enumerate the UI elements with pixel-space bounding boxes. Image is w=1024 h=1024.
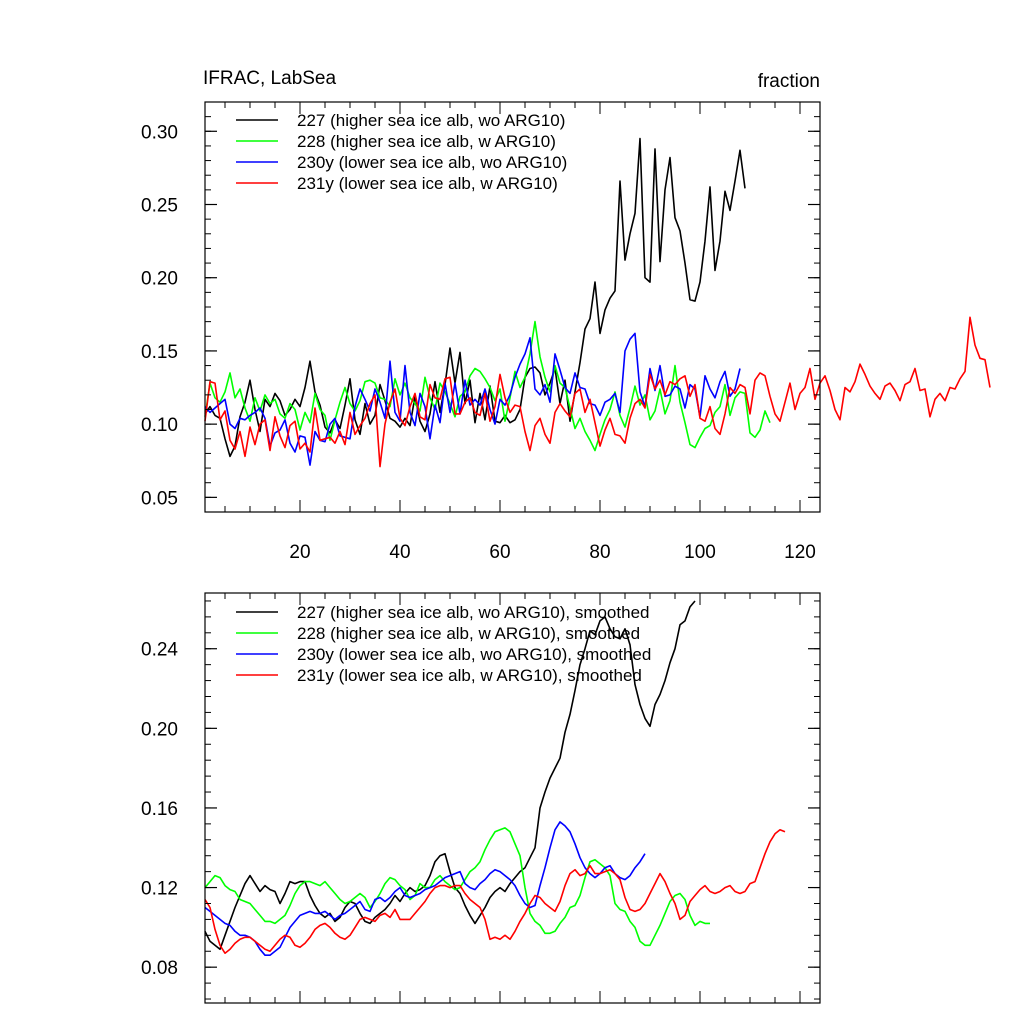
legend-entry: 228 (higher sea ice alb, w ARG10), smoot… (297, 624, 640, 643)
legend-entry: 227 (higher sea ice alb, wo ARG10) (297, 111, 565, 130)
x-tick-label: 120 (784, 542, 816, 563)
series-line-3 (204, 316, 991, 468)
series-line-2 (204, 821, 646, 957)
y-tick-label: 0.20 (141, 719, 178, 740)
bottom-chart: 0.08 0.12 0.16 0.20 0.24 227 (higher sea ice … (141, 592, 821, 1004)
x-tick-label: 80 (589, 542, 610, 563)
y-tick-label: 0.24 (141, 640, 178, 661)
series-line-0 (204, 137, 746, 458)
series-lines (204, 137, 991, 468)
y-tick-label: 0.10 (141, 415, 178, 436)
x-axis: 20 40 60 80 100 120 (224, 102, 816, 563)
x-tick-label: 20 (289, 542, 310, 563)
y-axis: 0.08 0.12 0.16 0.20 0.24 (141, 600, 820, 1000)
legend: 227 (higher sea ice alb, wo ARG10) 228 (h… (236, 111, 567, 193)
legend-entry: 230y (lower sea ice alb, wo ARG10) (297, 153, 567, 172)
legend-entry: 227 (higher sea ice alb, wo ARG10), smoo… (297, 603, 649, 622)
legend-entry: 231y (lower sea ice alb, w ARG10) (297, 174, 558, 193)
series-line-0 (204, 600, 696, 951)
x-axis (224, 593, 801, 1003)
series-line-1 (204, 827, 710, 947)
legend-entry: 231y (lower sea ice alb, w ARG10), smoot… (297, 666, 642, 685)
units-label: fraction (758, 71, 820, 92)
y-tick-label: 0.15 (141, 342, 178, 363)
x-tick-label: 100 (684, 542, 716, 563)
x-tick-label: 40 (389, 542, 410, 563)
y-tick-label: 0.05 (141, 488, 178, 509)
series-line-2 (204, 332, 741, 466)
y-tick-label: 0.12 (141, 879, 178, 900)
legend-entry: 228 (higher sea ice alb, w ARG10) (297, 132, 556, 151)
y-axis: 0.05 0.10 0.15 0.20 0.25 0.30 (141, 101, 820, 513)
y-tick-label: 0.16 (141, 799, 178, 820)
y-tick-label: 0.30 (141, 122, 178, 143)
y-tick-label: 0.20 (141, 269, 178, 290)
y-tick-label: 0.25 (141, 196, 178, 217)
series-lines (204, 600, 786, 957)
series-line-3 (204, 828, 786, 955)
legend-entry: 230y (lower sea ice alb, wo ARG10), smoo… (297, 645, 651, 664)
y-tick-label: 0.08 (141, 958, 178, 979)
plot-frame (204, 592, 821, 1004)
chart-title: IFRAC, LabSea (203, 68, 336, 89)
x-tick-label: 60 (489, 542, 510, 563)
legend: 227 (higher sea ice alb, wo ARG10), smoo… (236, 603, 651, 685)
top-chart: IFRAC, LabSea fraction 0.050.100.150.200… (141, 68, 991, 563)
series-line-1 (204, 320, 771, 452)
